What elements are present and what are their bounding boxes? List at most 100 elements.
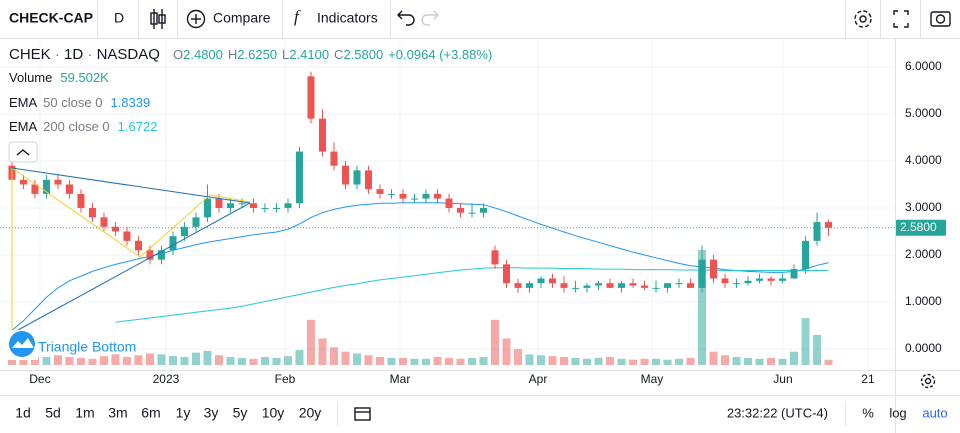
candle-body [88, 207, 96, 218]
candle-body [387, 193, 395, 195]
range-button[interactable]: 5d [45, 405, 61, 421]
indicators-icon[interactable]: f [294, 7, 301, 26]
volume-bar [514, 349, 523, 365]
range-button[interactable]: 3y [204, 405, 219, 421]
candle-body [77, 193, 85, 208]
candle-body [618, 283, 626, 288]
redo[interactable] [421, 10, 439, 26]
volume-bar [732, 357, 741, 365]
candle-body [180, 226, 188, 237]
candle-body [422, 193, 430, 199]
candle-body [249, 203, 257, 208]
candle-body [721, 278, 729, 284]
volume-bar [778, 358, 787, 365]
y-tick-label: 2.0000 [905, 247, 942, 261]
range-button[interactable]: 1y [176, 405, 191, 421]
candle-body [560, 283, 568, 288]
range-button[interactable]: 6m [141, 405, 160, 421]
candle-body [65, 184, 73, 194]
volume-bar [571, 357, 580, 365]
range-buttons: 1d 5d 1m 3m 6m 1y 3y 5y 10y 20y [15, 405, 321, 421]
candle-body [284, 203, 292, 208]
collapse-legend[interactable] [8, 141, 38, 163]
volume-bar [410, 358, 419, 365]
symbol[interactable]: CHECK-CAP [9, 10, 93, 26]
y-tick-label: 1.0000 [905, 294, 942, 308]
candle-body [111, 226, 119, 232]
interval[interactable]: D [114, 10, 124, 26]
range-button[interactable]: 1d [15, 405, 31, 421]
candle-body [813, 222, 821, 241]
candle-body [376, 189, 384, 194]
range-button[interactable]: 3m [108, 405, 127, 421]
volume-bar [698, 250, 707, 365]
ema200-name: EMA [9, 119, 38, 134]
volume-bar [122, 357, 131, 365]
candle-body [733, 283, 741, 285]
volume-bar [525, 354, 534, 365]
candle-body [629, 283, 637, 286]
percent-toggle[interactable]: % [862, 405, 874, 420]
legend-ema50: EMA 50 close 0 1.8339 [9, 95, 150, 110]
volume-bar [99, 356, 108, 365]
candle-body [802, 240, 810, 270]
range-button[interactable]: 5y [233, 405, 248, 421]
screenshot[interactable] [930, 11, 951, 27]
volume-bar [398, 357, 407, 365]
plot [0, 71, 895, 365]
compare-icon[interactable] [186, 9, 206, 29]
volume-bar [180, 357, 189, 365]
volume-bar [214, 355, 223, 365]
candle-body [272, 207, 280, 209]
settings[interactable] [854, 10, 872, 28]
candle-body [433, 193, 441, 199]
clock: 23:32:22 (UTC-4) [727, 405, 828, 420]
y-tick-label: 4.0000 [905, 153, 942, 167]
candle-body [307, 76, 315, 119]
candle-body [203, 198, 211, 218]
candle-body [756, 278, 764, 281]
volume-bar [801, 318, 810, 365]
volume-bar [387, 357, 396, 365]
axis-settings[interactable] [920, 373, 936, 389]
candle-body [19, 179, 27, 185]
candle-body [606, 283, 614, 288]
compare[interactable]: Compare [213, 10, 271, 26]
indicators[interactable]: Indicators [317, 10, 378, 26]
candle-body [526, 283, 534, 288]
volume-bar [537, 355, 546, 365]
log-toggle[interactable]: log [889, 405, 906, 420]
volume-bar [364, 355, 373, 365]
undo[interactable] [397, 10, 415, 26]
candle-body [54, 179, 62, 185]
volume-bar [433, 357, 442, 365]
ticker: CHEK [9, 46, 51, 63]
candle-body [410, 198, 418, 200]
candle-body [710, 259, 718, 279]
candle-body [537, 278, 545, 284]
fullscreen[interactable] [893, 10, 909, 28]
candle-body [514, 283, 522, 288]
candle-body [687, 283, 695, 288]
ema200-args: 200 close 0 [43, 119, 110, 134]
auto-toggle[interactable]: auto [922, 405, 947, 420]
ema-line [115, 267, 829, 323]
volume-bar [686, 357, 695, 365]
volume-bar [260, 357, 269, 365]
candle-body [157, 250, 165, 260]
range-button[interactable]: 20y [299, 405, 322, 421]
date-range-icon[interactable] [354, 407, 371, 421]
chart-type-icon[interactable] [150, 9, 166, 29]
range-button[interactable]: 10y [262, 405, 285, 421]
volume-bar [249, 358, 258, 365]
candle-body [744, 280, 752, 284]
range-button[interactable]: 1m [75, 405, 94, 421]
candle-body [825, 222, 833, 228]
c-key: C [334, 47, 343, 62]
volume-bar [813, 334, 822, 365]
change: +0.0964 (+3.88%) [388, 47, 492, 62]
candle-body [583, 285, 591, 288]
volume-bar [76, 357, 85, 365]
volume-bar [191, 352, 200, 365]
volume-bar [329, 347, 338, 365]
